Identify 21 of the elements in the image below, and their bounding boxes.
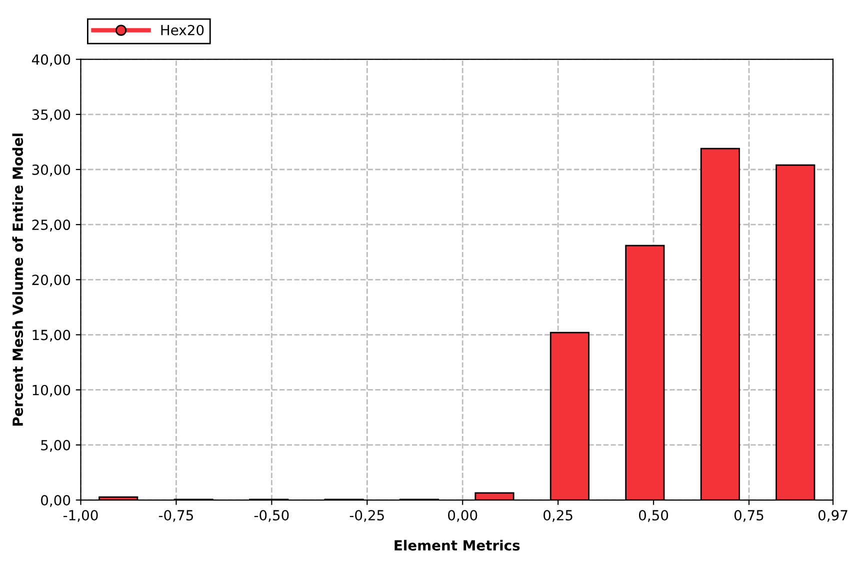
y-tick-label: 5,00 [41,440,70,452]
legend-label: Hex20 [161,24,204,36]
x-tick-label: 0,97 [818,510,848,522]
x-tick-label: 0,75 [734,510,764,522]
x-tick-label: -0,25 [350,510,384,522]
x-tick-label: -0,50 [254,510,289,522]
x-tick-label: 0,25 [544,510,572,522]
x-tick-label: 0,00 [448,510,478,522]
x-tick-label: -0,75 [158,510,193,522]
y-tick-label: 20,00 [32,274,70,287]
x-tick-label: 0,50 [638,510,668,522]
x-axis-title: Element Metrics [394,540,520,551]
y-tick-label: 40,00 [32,54,70,66]
y-tick-label: 10,00 [32,384,70,397]
x-tick-label: -1,00 [63,510,98,522]
y-tick-label: 35,00 [32,109,70,122]
y-tick-label: 25,00 [32,220,70,232]
y-tick-label: 15,00 [32,330,70,342]
y-tick-label: 0,00 [41,494,70,507]
y-tick-label: 30,00 [32,164,70,176]
y-axis-title: Percent Mesh Volume of Entire Model [12,134,24,426]
